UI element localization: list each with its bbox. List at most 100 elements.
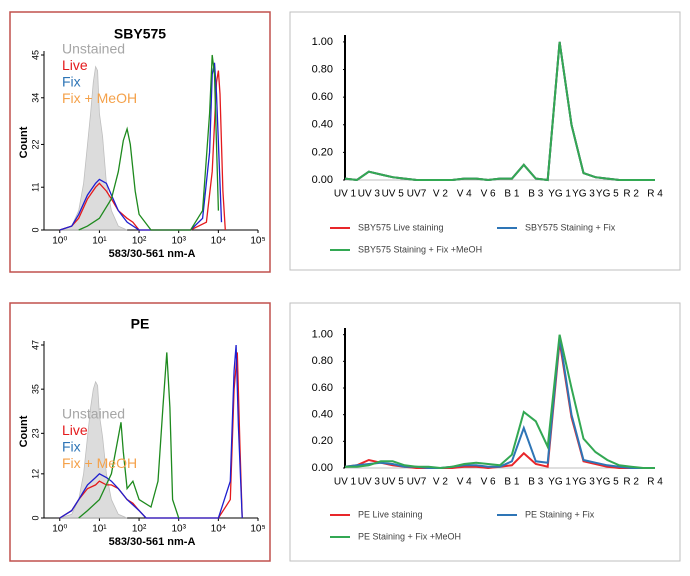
legend-label: SBY575 Live staining bbox=[358, 222, 444, 232]
y-tick-label: 12 bbox=[30, 469, 40, 479]
x-tick-label: V 6 bbox=[481, 477, 496, 488]
x-tick-label: UV 3 bbox=[358, 477, 381, 488]
y-tick-label: 0 bbox=[30, 515, 40, 520]
legend-label: PE Staining + Fix +MeOH bbox=[358, 531, 461, 541]
histogram-curve bbox=[78, 352, 180, 519]
legend-label: Fix bbox=[62, 74, 81, 90]
series-line bbox=[344, 341, 655, 470]
histogram-curve bbox=[59, 344, 243, 519]
x-tick-label: YG 1 bbox=[548, 189, 571, 200]
x-tick-label: YG 3 bbox=[572, 189, 595, 200]
chart-title: SBY575 bbox=[114, 26, 166, 42]
y-tick-label: 0.20 bbox=[312, 146, 333, 158]
y-tick-label: 0.40 bbox=[312, 409, 333, 421]
x-tick-label: UV 1 bbox=[334, 189, 357, 200]
y-tick-label: 0 bbox=[30, 227, 40, 232]
histogram-curve bbox=[59, 380, 128, 519]
panel-frame bbox=[9, 302, 271, 562]
x-tick-label: UV7 bbox=[407, 477, 427, 488]
x-tick-label: R 2 bbox=[623, 189, 639, 200]
y-tick-label: 22 bbox=[30, 139, 40, 149]
y-tick-label: 1.00 bbox=[312, 36, 333, 48]
panel-frame bbox=[9, 11, 271, 273]
x-tick-label: 10² bbox=[132, 236, 147, 247]
x-tick-label: 10⁴ bbox=[211, 524, 226, 535]
legend-label: SBY575 Staining + Fix bbox=[525, 222, 616, 232]
panel-frame bbox=[289, 11, 681, 271]
histogram-curve bbox=[59, 65, 128, 231]
legend-label: Live bbox=[62, 57, 88, 73]
x-tick-label: B 3 bbox=[528, 189, 543, 200]
x-tick-label: B 3 bbox=[528, 477, 543, 488]
x-tick-label: 10³ bbox=[171, 236, 186, 247]
y-tick-label: 11 bbox=[30, 183, 40, 192]
y-axis-label: Count bbox=[18, 126, 30, 158]
series-line bbox=[344, 41, 655, 182]
legend-label: PE Staining + Fix bbox=[525, 509, 595, 519]
y-tick-label: 0.80 bbox=[312, 63, 333, 75]
x-tick-label: YG 3 bbox=[572, 477, 595, 488]
y-tick-label: 0.80 bbox=[312, 355, 333, 367]
x-axis-label: 583/30-561 nm-A bbox=[109, 536, 196, 548]
chart-title: PE bbox=[131, 316, 150, 332]
series-line bbox=[344, 41, 655, 182]
histogram-curve bbox=[78, 54, 220, 231]
x-tick-label: R 4 bbox=[647, 189, 663, 200]
legend-label: Unstained bbox=[62, 41, 125, 57]
legend-label: Unstained bbox=[62, 406, 125, 422]
x-tick-label: B 1 bbox=[504, 477, 519, 488]
legend-label: Fix bbox=[62, 439, 81, 455]
x-tick-label: 10⁰ bbox=[52, 524, 67, 535]
legend-label: SBY575 Staining + Fix +MeOH bbox=[358, 244, 482, 254]
y-tick-label: 0.00 bbox=[312, 174, 333, 186]
y-tick-label: 1.00 bbox=[312, 329, 333, 341]
x-tick-label: 10² bbox=[132, 524, 147, 535]
x-tick-label: UV 5 bbox=[382, 477, 405, 488]
y-tick-label: 0.40 bbox=[312, 119, 333, 131]
y-tick-label: 45 bbox=[30, 50, 40, 60]
x-tick-label: 10¹ bbox=[92, 236, 107, 247]
x-tick-label: R 4 bbox=[647, 477, 663, 488]
y-tick-label: 35 bbox=[30, 384, 40, 394]
legend-label: PE Live staining bbox=[358, 509, 423, 519]
y-tick-label: 0.20 bbox=[312, 435, 333, 447]
x-tick-label: UV 1 bbox=[334, 477, 357, 488]
x-tick-label: V 4 bbox=[457, 189, 472, 200]
x-tick-label: V 2 bbox=[433, 189, 448, 200]
histogram-curve bbox=[59, 70, 226, 231]
x-tick-label: V 4 bbox=[457, 477, 472, 488]
y-tick-label: 0.60 bbox=[312, 382, 333, 394]
panel-frame bbox=[289, 302, 681, 562]
x-tick-label: YG 5 bbox=[596, 189, 619, 200]
histogram-curve bbox=[59, 62, 223, 231]
legend-label: Live bbox=[62, 422, 88, 438]
x-tick-label: 10⁰ bbox=[52, 236, 67, 247]
legend-label: Fix + MeOH bbox=[62, 90, 137, 106]
x-tick-label: R 2 bbox=[623, 477, 639, 488]
x-tick-label: YG 5 bbox=[596, 477, 619, 488]
x-tick-label: UV 3 bbox=[358, 189, 381, 200]
series-line bbox=[344, 41, 655, 182]
x-tick-label: UV7 bbox=[407, 189, 427, 200]
x-tick-label: 10⁴ bbox=[211, 236, 226, 247]
y-tick-label: 0.00 bbox=[312, 462, 333, 474]
x-tick-label: YG 1 bbox=[548, 477, 571, 488]
x-tick-label: V 2 bbox=[433, 477, 448, 488]
x-tick-label: 10⁵ bbox=[250, 236, 265, 247]
x-tick-label: 10¹ bbox=[92, 524, 107, 535]
series-line bbox=[344, 337, 655, 469]
legend-label: Fix + MeOH bbox=[62, 455, 137, 471]
y-tick-label: 47 bbox=[30, 340, 40, 350]
x-tick-label: V 6 bbox=[481, 189, 496, 200]
y-tick-label: 23 bbox=[30, 428, 40, 438]
y-tick-label: 34 bbox=[30, 93, 40, 103]
x-tick-label: B 1 bbox=[504, 189, 519, 200]
series-line bbox=[345, 334, 655, 470]
x-tick-label: UV 5 bbox=[382, 189, 405, 200]
y-axis-label: Count bbox=[18, 415, 30, 447]
x-tick-label: 10⁵ bbox=[250, 524, 265, 535]
y-tick-label: 0.60 bbox=[312, 91, 333, 103]
x-axis-label: 583/30-561 nm-A bbox=[109, 248, 196, 260]
